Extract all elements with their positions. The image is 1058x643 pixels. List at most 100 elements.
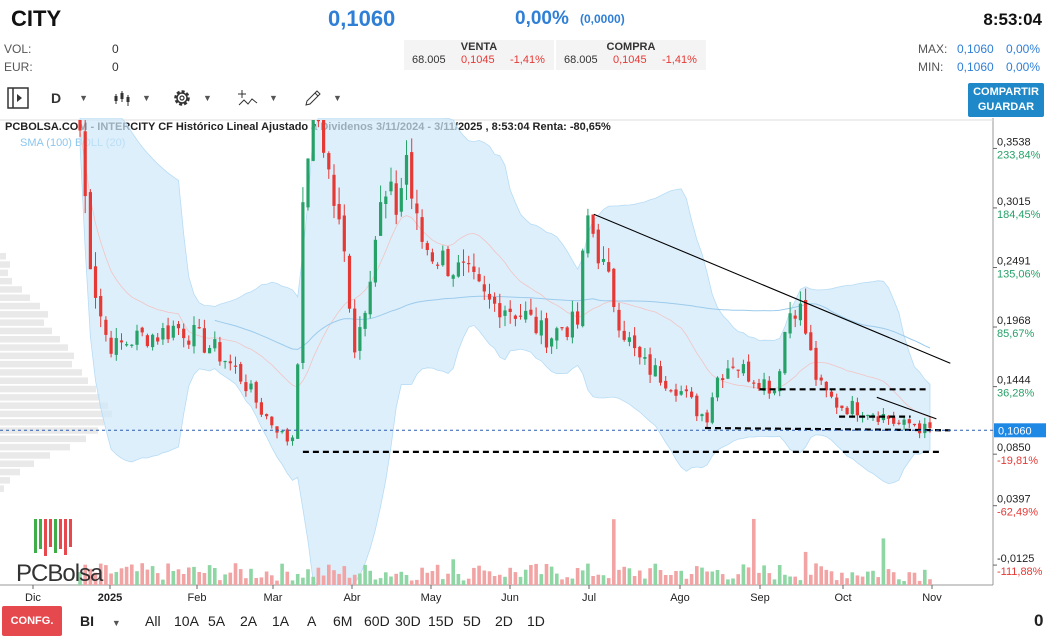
x-tick-label: May <box>421 592 442 604</box>
volume-bar <box>549 566 554 585</box>
candle-body <box>695 395 699 417</box>
settings-button[interactable]: ▼ <box>171 84 212 112</box>
candle-body <box>524 310 528 320</box>
candle-body <box>498 303 502 318</box>
candle-body <box>918 423 922 434</box>
period-all[interactable]: All <box>145 613 161 629</box>
period-15d[interactable]: 15D <box>428 613 454 629</box>
compra-label: COMPRA <box>606 41 656 53</box>
x-tick-label: Abr <box>343 592 360 604</box>
period-6m[interactable]: 6M <box>333 613 353 629</box>
candle-body <box>570 311 574 338</box>
period-2d[interactable]: 2D <box>495 613 513 629</box>
volume-bar <box>130 564 134 585</box>
volume-bar <box>321 575 326 585</box>
candle-body <box>741 364 745 374</box>
volume-profile-bar <box>0 402 108 409</box>
candle-body <box>171 325 175 338</box>
candle-body <box>736 369 740 371</box>
candle-body <box>368 281 372 315</box>
volume-bar <box>518 576 523 585</box>
pcbolsa-logo-icon <box>34 519 72 556</box>
candle-body <box>596 229 600 264</box>
volume-bar <box>233 563 238 585</box>
period-60d[interactable]: 60D <box>364 613 390 629</box>
trend-line <box>876 396 937 420</box>
volume-profile-bar <box>0 269 8 277</box>
volume-profile-bar <box>0 336 60 343</box>
share-save-button[interactable]: COMPARTIR GUARDAR <box>968 83 1044 117</box>
volume-bar <box>586 563 590 585</box>
candle-body <box>176 323 181 329</box>
period-5a[interactable]: 5A <box>208 613 226 629</box>
volume-bar <box>897 579 901 585</box>
volume-bar <box>358 573 362 585</box>
interval-select[interactable]: D ▼ <box>51 84 88 112</box>
period-a[interactable]: A <box>307 613 317 629</box>
config-button[interactable]: CONFG. <box>2 606 62 636</box>
x-tick-label: Dic <box>25 592 41 604</box>
candle-body <box>824 381 828 391</box>
volume-bar <box>689 574 694 585</box>
volume-profile-bar <box>0 344 68 351</box>
candle-body <box>436 264 440 266</box>
volume-bar <box>181 574 186 585</box>
volume-bar <box>218 580 222 585</box>
volume-bar <box>352 574 357 585</box>
indicators-button[interactable]: ▼ <box>237 84 278 112</box>
volume-bar <box>187 567 191 585</box>
candle-body <box>653 365 657 377</box>
volume-bar <box>814 563 818 585</box>
volume-profile-bar <box>0 327 52 335</box>
volume-bar <box>601 575 606 585</box>
candle-body <box>239 364 243 382</box>
volume-bar <box>720 574 725 585</box>
volume-bar <box>285 571 290 585</box>
volume-bar <box>508 567 512 585</box>
candle-body <box>109 337 113 354</box>
panel-toggle-button[interactable] <box>6 84 30 112</box>
candle-body <box>363 312 367 329</box>
vol-value: 0 <box>112 42 119 56</box>
volume-bar <box>192 566 196 585</box>
chevron-down-icon: ▼ <box>142 93 151 103</box>
candle-body <box>151 334 155 348</box>
volume-bar <box>653 563 658 585</box>
candle-body <box>389 181 393 192</box>
candle-body <box>280 431 284 433</box>
volume-bar <box>736 574 740 585</box>
y-tick-pct: 184,45% <box>997 209 1041 221</box>
period-30d[interactable]: 30D <box>395 613 421 629</box>
volume-bar <box>337 573 341 585</box>
period-5d[interactable]: 5D <box>463 613 481 629</box>
volume-bar <box>638 570 642 585</box>
chart-type-button[interactable]: ▼ <box>112 84 151 112</box>
volume-bar <box>78 572 82 585</box>
drawing-tools-button[interactable]: ▼ <box>303 84 342 112</box>
period-1a[interactable]: 1A <box>272 613 290 629</box>
period-2a[interactable]: 2A <box>240 613 258 629</box>
volume-bar <box>606 578 611 585</box>
volume-bar <box>461 580 466 585</box>
volume-bar <box>752 518 756 585</box>
bottom-right-value: 0 <box>1034 611 1044 630</box>
period-1d[interactable]: 1D <box>527 613 545 629</box>
volume-bar <box>700 567 704 585</box>
volume-bar <box>829 571 834 585</box>
volume-bar <box>819 566 823 585</box>
candle-body <box>259 402 263 415</box>
volume-profile-bar <box>0 410 112 418</box>
volume-bar <box>83 564 87 585</box>
volume-bar <box>389 576 393 585</box>
candle-body <box>586 215 590 254</box>
volume-bar <box>746 567 751 585</box>
volume-bar <box>487 571 492 585</box>
mode-select[interactable]: BI ▼ <box>80 613 121 629</box>
volume-bar <box>575 568 580 585</box>
volume-bar <box>705 571 709 585</box>
period-10a[interactable]: 10A <box>174 613 199 629</box>
volume-bar <box>347 577 352 585</box>
candle-body <box>607 262 611 272</box>
volume-bar <box>161 579 165 585</box>
